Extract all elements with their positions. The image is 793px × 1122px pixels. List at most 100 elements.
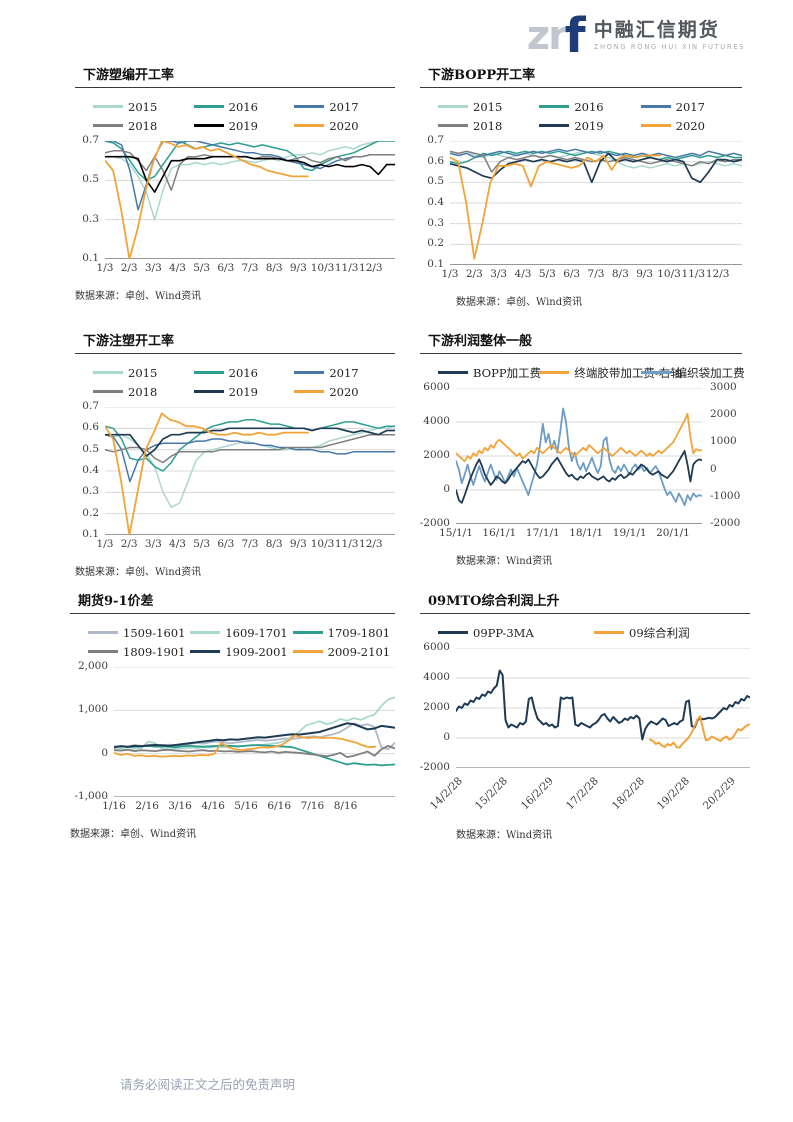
legend-item: 2016: [539, 100, 640, 114]
legend-label: 2019: [228, 118, 258, 133]
legend-label: BOPP加工费: [473, 365, 542, 380]
y-axis-tick: 0: [443, 731, 450, 743]
legend-item: 2015: [438, 100, 539, 114]
legend-row: 2018 2019 2020: [75, 116, 395, 135]
x-axis-tick: 2/3: [120, 262, 138, 274]
legend-item: 2019: [539, 119, 640, 133]
x-axis-tick: 3/3: [144, 262, 162, 274]
x-axis-tick: 12/3: [705, 268, 730, 280]
legend-row: 1509-1601 1609-1701 1709-1801: [70, 623, 395, 642]
legend-line-swatch: [190, 650, 221, 653]
x-axis-tick: 19/1/1: [612, 527, 647, 539]
legend-item: 2020: [640, 119, 742, 133]
legend-label: 09PP-3MA: [473, 625, 534, 640]
plot-row: 2,000 1,000 0 -1,000: [70, 660, 395, 802]
y-axis-tick: 0.5: [82, 173, 99, 186]
x-axis-tick: 6/3: [217, 538, 235, 550]
x-axis-tick: 4/3: [169, 538, 186, 550]
right-axis-tick: 1000: [710, 435, 737, 448]
legend-label: 2015: [473, 99, 503, 114]
legend-row: 2015 2016 2017: [75, 97, 395, 116]
legend-label: 2018: [128, 118, 158, 133]
company-logo: zr f 中融汇信期货 ZHONG RONG HUI XIN FUTURES: [527, 8, 745, 64]
chart-title: 期货9-1价差: [78, 594, 154, 609]
chart-plastic-weaving-operating-rate: 下游塑编开工率 2015 2016 2017 2018 2019 2020 0.7 0.5 0…: [75, 64, 395, 302]
legend-label: 2020: [329, 118, 359, 133]
legend-item: 2018: [93, 385, 194, 399]
title-rule: [75, 87, 395, 88]
y-axis: 0.7 0.5 0.3 0.1: [75, 134, 105, 264]
x-axis-tick: 7/3: [241, 262, 259, 274]
y-axis: 6000 4000 2000 0 -2000: [420, 641, 456, 773]
chart-legend: 2015 2016 2017 2018 2019 2020: [420, 97, 742, 135]
y-axis-tick: 0.7: [82, 400, 99, 412]
legend-line-swatch: [93, 371, 123, 374]
plot-area: [450, 141, 742, 265]
data-source-note: 数据来源：Wind资讯: [456, 830, 553, 841]
y-axis-tick: -2000: [419, 761, 450, 773]
x-axis-tick: 18/1/1: [569, 527, 604, 539]
series-line-2009-2101: [114, 734, 377, 758]
x-axis-tick: 10/3: [310, 538, 335, 550]
x-axis-tick: 17/1/1: [525, 527, 560, 539]
y-axis-tick: 2,000: [77, 660, 108, 672]
y-axis-tick: 0.4: [82, 464, 99, 476]
data-source-note: 数据来源：卓创、Wind资讯: [456, 297, 583, 308]
logo-text-block: 中融汇信期货 ZHONG RONG HUI XIN FUTURES: [594, 16, 745, 52]
legend-line-swatch: [190, 631, 221, 634]
legend-line-swatch: [88, 650, 118, 653]
legend-line-swatch: [88, 631, 118, 634]
series-line-09综合利润: [649, 715, 750, 749]
series-line-2015: [105, 425, 395, 509]
legend-item: 编织袋加工费: [640, 365, 745, 381]
y-axis-tick: 0.3: [82, 212, 99, 225]
legend-label: 2020: [329, 384, 359, 399]
x-axis-tick: 7/3: [241, 538, 259, 550]
y-axis: 0.7 0.6 0.5 0.4 0.3 0.2 0.1: [420, 134, 450, 270]
legend-line-swatch: [438, 371, 468, 374]
series-line-2020: [105, 141, 309, 259]
chart-09mto-composite-profit: 09MTO综合利润上升 09PP-3MA 09综合利润 6000 4000 2000 0…: [420, 590, 750, 841]
x-axis-tick: 10/3: [310, 262, 335, 274]
legend-line-swatch: [539, 371, 570, 374]
x-axis-tick: 15/2/28: [472, 775, 511, 813]
series-line-2016: [105, 141, 395, 182]
y-axis-tick: 1,000: [77, 703, 108, 716]
legend-item: 1909-2001: [190, 645, 292, 659]
legend-line-swatch: [193, 390, 224, 393]
legend-item: 1709-1801: [292, 626, 395, 640]
series-line-2018: [105, 433, 395, 464]
legend-line-swatch: [294, 371, 325, 374]
series-line-BOPP加工费: [456, 450, 702, 504]
title-rule: [75, 353, 395, 354]
series-line-编织袋加工费: [456, 407, 702, 507]
plot-svg: [456, 648, 750, 768]
x-axis-tick: 8/16: [333, 800, 358, 812]
x-axis-tick: 9/3: [636, 268, 654, 280]
x-axis-tick: 17/2/28: [564, 775, 602, 813]
plot-row: 0.7 0.5 0.3 0.1: [75, 134, 395, 264]
chart-legend: 1509-1601 1609-1701 1709-1801 1809-1901 1909…: [70, 623, 395, 661]
legend-row: 1809-1901 1909-2001 2009-2101: [70, 642, 395, 661]
legend-label: 2015: [128, 99, 158, 114]
legend-item: 2015: [93, 366, 194, 380]
legend-label: 2016: [574, 99, 604, 114]
y-axis: 2,000 1,000 0 -1,000: [70, 660, 114, 802]
y-axis-tick: 2000: [423, 449, 450, 461]
legend-line-swatch: [93, 105, 123, 108]
legend-item: 1609-1701: [190, 626, 292, 640]
y-axis-tick: 0.5: [427, 175, 444, 188]
legend-row: 2018 2019 2020: [420, 116, 742, 135]
logo-f-text: f: [564, 8, 586, 64]
legend-line-swatch: [539, 124, 570, 127]
legend-line-swatch: [292, 650, 323, 653]
chart-title: 下游利润整体一般: [428, 334, 533, 349]
legend-line-swatch: [93, 390, 123, 393]
series-line-2020: [105, 412, 309, 535]
data-source-note: 数据来源：卓创、Wind资讯: [75, 567, 202, 578]
legend-label: 编织袋加工费: [675, 365, 745, 380]
chart-bopp-operating-rate: 下游BOPP开工率 2015 2016 2017 2018 2019 2020 0.7 0.…: [420, 64, 742, 308]
x-axis-tick: 9/3: [289, 538, 307, 550]
legend-item: 2018: [93, 119, 194, 133]
chart-downstream-profit: 下游利润整体一般 BOPP加工费 终端胶带加工费-右轴 编织袋加工费 6000 400…: [420, 330, 745, 567]
